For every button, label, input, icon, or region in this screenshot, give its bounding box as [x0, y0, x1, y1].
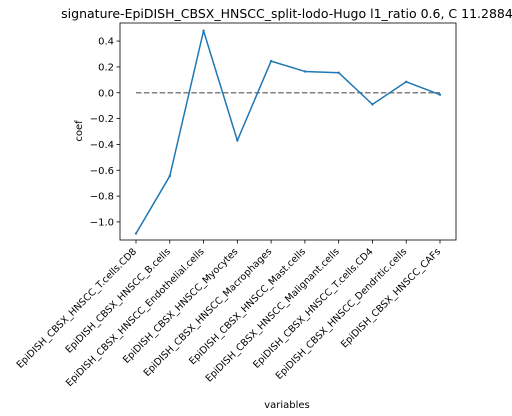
data-point: [438, 93, 442, 96]
y-tick-label: −0.4: [90, 140, 114, 151]
y-tick-label: 0.2: [98, 62, 114, 73]
y-tick-label: 0.4: [98, 37, 114, 48]
data-point: [134, 232, 138, 235]
data-point: [202, 29, 205, 32]
y-tick-label: 0.0: [98, 88, 114, 99]
data-point: [337, 71, 340, 74]
x-axis: EpiDISH_CBSX_HNSCC_T.cells.CD8EpiDISH_CB…: [15, 240, 443, 389]
series-line: [135, 30, 441, 234]
data-point: [236, 139, 239, 142]
y-tick-label: −1.0: [90, 217, 114, 228]
chart-title: signature-EpiDISH_CBSX_HNSCC_split-lodo-…: [61, 6, 512, 21]
x-tick-label: EpiDISH_CBSX_HNSCC_T.cells.CD8: [15, 246, 139, 370]
x-axis-label: variables: [264, 400, 310, 411]
plot-area: [134, 29, 442, 235]
y-tick-label: −0.6: [90, 166, 114, 177]
y-tick-label: −0.2: [90, 114, 114, 125]
x-tick-label: EpiDISH_CBSX_HNSCC_T.cells.CD4: [251, 246, 375, 370]
x-tick-label: EpiDISH_CBSX_HNSCC_Endothelial.cells: [64, 246, 207, 389]
data-point: [405, 80, 408, 83]
y-axis: −1.0 −0.8 −0.6 −0.4 −0.2 0.0 0.2 0.4: [90, 37, 120, 228]
data-point: [168, 174, 171, 178]
data-point: [269, 59, 273, 63]
y-axis-label: coef: [74, 120, 85, 142]
y-tick-label: −0.8: [90, 192, 114, 203]
data-point: [303, 70, 307, 73]
axes-frame: [119, 22, 457, 241]
data-point: [371, 103, 374, 106]
